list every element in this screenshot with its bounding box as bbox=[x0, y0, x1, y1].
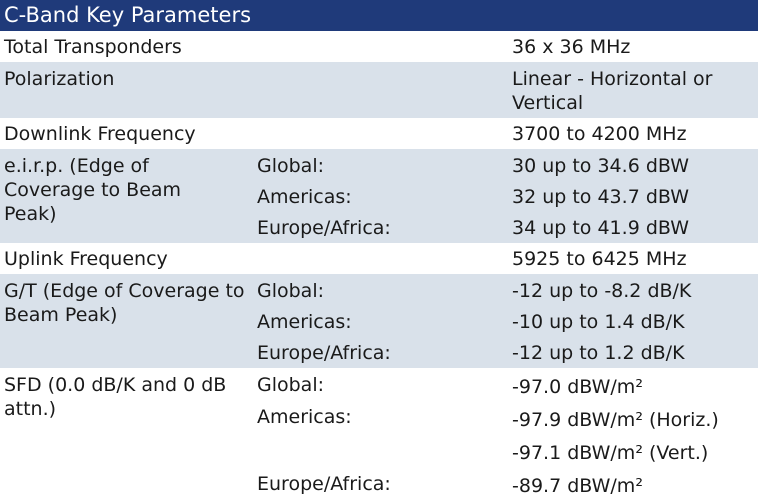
row-total-transponders: Total Transponders 36 x 36 MHz bbox=[0, 31, 758, 62]
sfd-europe-label: Europe/Africa: bbox=[257, 473, 391, 495]
eirp-americas-label: Americas: bbox=[257, 186, 352, 208]
gt-americas-value: -10 up to 1.4 dB/K bbox=[512, 311, 685, 333]
label-sfd: SFD (0.0 dB/K and 0 dB attn.) bbox=[4, 374, 227, 420]
row-uplink: Uplink Frequency 5925 to 6425 MHz bbox=[0, 243, 758, 274]
sfd-global-label: Global: bbox=[257, 374, 325, 396]
value-total-transponders: 36 x 36 MHz bbox=[512, 36, 631, 58]
gt-europe-value: -12 up to 1.2 dB/K bbox=[512, 342, 685, 364]
label-polarization: Polarization bbox=[4, 68, 115, 90]
sfd-global-value: -97.0 dBW/m² bbox=[512, 376, 643, 398]
row-gt: G/T (Edge of Coverage to Beam Peak) Glob… bbox=[0, 274, 758, 368]
row-polarization: Polarization Linear - Horizontal or Vert… bbox=[0, 62, 758, 118]
eirp-americas-value: 32 up to 43.7 dBW bbox=[512, 186, 690, 208]
eirp-europe-label: Europe/Africa: bbox=[257, 217, 391, 239]
row-sfd: SFD (0.0 dB/K and 0 dB attn.) Global: -9… bbox=[0, 368, 758, 499]
label-downlink: Downlink Frequency bbox=[4, 123, 196, 145]
sfd-americas-value-vert: -97.1 dBW/m² (Vert.) bbox=[512, 442, 709, 464]
eirp-europe-value: 34 up to 41.9 dBW bbox=[512, 217, 690, 239]
label-uplink: Uplink Frequency bbox=[4, 248, 168, 270]
label-eirp: e.i.r.p. (Edge of Coverage to Beam Peak) bbox=[4, 155, 182, 225]
eirp-global-label: Global: bbox=[257, 155, 325, 177]
gt-europe-label: Europe/Africa: bbox=[257, 342, 391, 364]
sfd-americas-value-horiz: -97.9 dBW/m² (Horiz.) bbox=[512, 409, 719, 431]
value-polarization: Linear - Horizontal or Vertical bbox=[512, 68, 713, 114]
table-title: C-Band Key Parameters bbox=[0, 0, 758, 31]
row-downlink: Downlink Frequency 3700 to 4200 MHz bbox=[0, 118, 758, 149]
sfd-europe-value: -89.7 dBW/m² bbox=[512, 475, 643, 497]
label-gt: G/T (Edge of Coverage to Beam Peak) bbox=[4, 280, 245, 326]
gt-global-value: -12 up to -8.2 dB/K bbox=[512, 280, 692, 302]
gt-americas-label: Americas: bbox=[257, 311, 352, 333]
sfd-americas-label: Americas: bbox=[257, 406, 352, 428]
eirp-global-value: 30 up to 34.6 dBW bbox=[512, 155, 690, 177]
row-eirp: e.i.r.p. (Edge of Coverage to Beam Peak)… bbox=[0, 149, 758, 243]
gt-global-label: Global: bbox=[257, 280, 325, 302]
value-uplink: 5925 to 6425 MHz bbox=[512, 248, 687, 270]
label-total-transponders: Total Transponders bbox=[4, 36, 182, 58]
value-downlink: 3700 to 4200 MHz bbox=[512, 123, 687, 145]
